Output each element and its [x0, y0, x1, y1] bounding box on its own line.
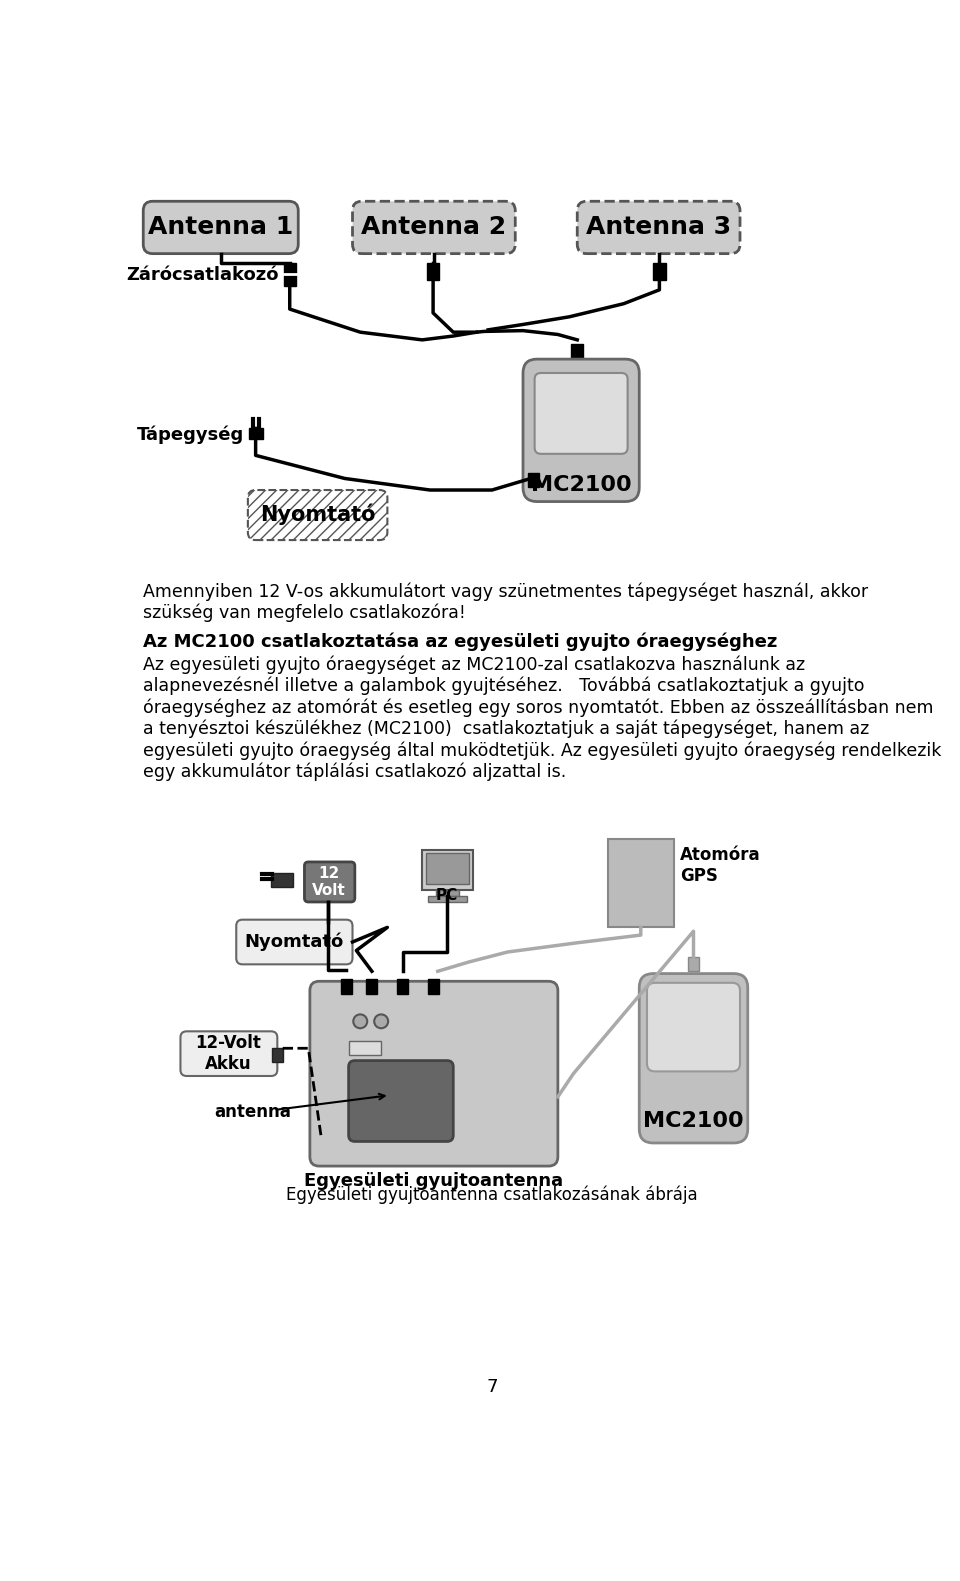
FancyBboxPatch shape [180, 1031, 277, 1077]
Text: Tápegység: Tápegység [136, 425, 244, 444]
Text: Antenna 3: Antenna 3 [586, 215, 732, 239]
Text: 7: 7 [487, 1379, 497, 1396]
Text: Egyesületi gyujtoantenna: Egyesületi gyujtoantenna [304, 1173, 564, 1190]
FancyBboxPatch shape [647, 983, 740, 1072]
Bar [397, 979, 408, 994]
Text: 12-Volt
Akku: 12-Volt Akku [196, 1034, 261, 1073]
Text: Az egyesületi gyujto óraegységet az MC2100-zal csatlakozva használunk az
alapnev: Az egyesületi gyujto óraegységet az MC21… [143, 656, 942, 781]
FancyBboxPatch shape [348, 1061, 453, 1141]
Bar [528, 473, 539, 487]
FancyBboxPatch shape [523, 359, 639, 501]
Bar [428, 896, 468, 903]
Text: MC2100: MC2100 [531, 474, 632, 495]
Bar [341, 979, 351, 994]
Bar [653, 262, 665, 280]
Bar [283, 262, 296, 286]
Bar [367, 979, 377, 994]
Text: Az MC2100 csatlakoztatása az egyesületi gyujto óraegységhez: Az MC2100 csatlakoztatása az egyesületi … [143, 632, 778, 651]
FancyBboxPatch shape [304, 862, 355, 903]
FancyBboxPatch shape [310, 982, 558, 1167]
Bar [426, 854, 468, 884]
Circle shape [353, 1015, 368, 1028]
Bar [427, 262, 440, 280]
Bar [348, 1042, 381, 1055]
Text: PC: PC [436, 889, 458, 903]
Bar [436, 890, 460, 896]
Bar [609, 840, 674, 928]
Text: Antenna 1: Antenna 1 [148, 215, 294, 239]
FancyBboxPatch shape [143, 201, 299, 253]
Text: 12
Volt: 12 Volt [312, 866, 347, 898]
FancyBboxPatch shape [352, 201, 516, 253]
Circle shape [374, 1015, 388, 1028]
FancyBboxPatch shape [639, 974, 748, 1143]
Text: Atomóra
GPS: Atomóra GPS [681, 846, 761, 885]
Text: MC2100: MC2100 [643, 1111, 744, 1132]
FancyBboxPatch shape [577, 201, 740, 253]
Text: Nyomtató: Nyomtató [245, 933, 344, 952]
Bar [272, 1048, 283, 1062]
Text: Nyomtató: Nyomtató [260, 504, 375, 525]
FancyBboxPatch shape [535, 373, 628, 454]
Bar [250, 428, 263, 440]
Text: antenna: antenna [214, 1104, 292, 1121]
FancyBboxPatch shape [236, 920, 352, 964]
Bar [428, 979, 440, 994]
Text: Amennyiben 12 V-os akkumulátort vagy szünetmentes tápegységet használ, akkor
szü: Amennyiben 12 V-os akkumulátort vagy szü… [143, 582, 869, 623]
Text: Egyesületi gyujtoantenna csatlakozásának ábrája: Egyesületi gyujtoantenna csatlakozásának… [286, 1186, 698, 1203]
Bar [571, 343, 584, 359]
FancyBboxPatch shape [248, 490, 388, 541]
Text: Zárócsatlakozó: Zárócsatlakozó [127, 266, 278, 285]
Bar [688, 957, 699, 971]
Text: Antenna 2: Antenna 2 [361, 215, 507, 239]
Bar [422, 849, 472, 890]
Bar [271, 873, 293, 887]
